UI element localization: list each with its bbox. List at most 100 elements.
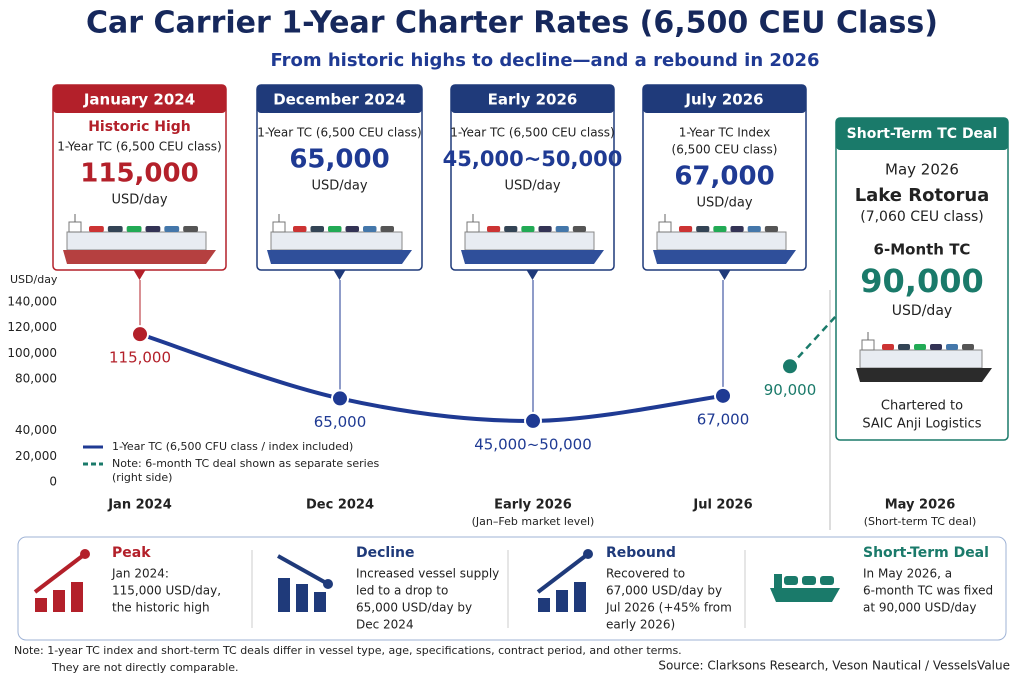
y-tick-label: 80,000: [15, 372, 57, 386]
summary-title: Decline: [356, 545, 414, 561]
card-unit: USD/day: [696, 196, 752, 211]
y-tick-label: 40,000: [15, 423, 57, 437]
icon-bar: [556, 590, 568, 612]
icon-arrow-head: [80, 549, 90, 559]
card-header: [836, 118, 1008, 150]
card-value: 67,000: [674, 162, 774, 192]
x-tick-label: Jan 2024: [107, 498, 172, 513]
deal-value: 90,000: [860, 262, 983, 300]
summary-text: 67,000 USD/day by: [606, 584, 722, 598]
card-unit: USD/day: [504, 179, 560, 194]
summary-text: the historic high: [112, 601, 210, 615]
summary-text: 115,000 USD/day,: [112, 584, 221, 598]
icon-bar: [71, 582, 83, 612]
deal-term: 6-Month TC: [874, 241, 971, 259]
icon-bar: [278, 578, 290, 612]
ship-icon: [267, 214, 412, 264]
card-header: [643, 85, 806, 113]
ship-icon: [653, 214, 796, 264]
summary-text: 65,000 USD/day by: [356, 601, 472, 615]
value-label: 65,000: [314, 413, 367, 431]
x-tick-label: Jul 2026: [692, 498, 752, 513]
ship-hull: [63, 250, 216, 264]
ship-car: [696, 226, 710, 232]
summary-icon: [277, 554, 333, 612]
legend: 1-Year TC (6,500 CFU class / index inclu…: [82, 440, 412, 488]
y-tick-label: 20,000: [15, 449, 57, 463]
subtitle: From historic highs to decline—and a reb…: [270, 50, 819, 71]
ship-car: [555, 226, 569, 232]
ship-deck: [464, 231, 595, 251]
data-point: [524, 411, 542, 430]
ship-icon: [856, 332, 992, 382]
ship-car: [521, 226, 535, 232]
deal-connector: [789, 315, 837, 368]
value-label: 115,000: [109, 349, 171, 367]
ship-car: [107, 226, 123, 232]
ship-car: [145, 226, 161, 232]
icon-arrow-head: [583, 549, 593, 559]
card-unit: USD/day: [111, 193, 167, 208]
card-header-text: December 2024: [273, 91, 406, 109]
ship-car: [126, 226, 142, 232]
ship-car: [747, 226, 761, 232]
card-pointer: [526, 270, 539, 280]
ship-car: [930, 344, 942, 350]
ship-car: [504, 226, 518, 232]
card-header-text: January 2024: [83, 91, 195, 109]
x-tick-note: (Jan–Feb market level): [472, 515, 595, 528]
icon-arrow: [536, 552, 590, 594]
card-subtitle: (6,500 CEU class): [672, 143, 778, 157]
x-tick-label: Dec 2024: [306, 498, 374, 513]
title: Car Carrier 1-Year Charter Rates (6,500 …: [86, 6, 938, 41]
card-subtitle: 1-Year TC Index: [679, 126, 771, 140]
value-label: 90,000: [764, 381, 817, 399]
legend-label: 1-Year TC (6,500 CFU class / index inclu…: [112, 440, 354, 453]
ship-car: [89, 226, 104, 232]
icon-arrow: [33, 552, 87, 594]
card-pointer: [333, 270, 346, 280]
card-header: [257, 85, 422, 113]
ship-bridge: [861, 339, 875, 351]
card-header-text: July 2026: [684, 91, 763, 109]
icon-arrow: [277, 554, 329, 586]
ship-car: [962, 344, 974, 350]
ship-car: [946, 344, 958, 350]
card-header-text: Short-Term TC Deal: [847, 126, 998, 142]
card-unit: USD/day: [311, 179, 367, 194]
ship-car: [730, 226, 744, 232]
summary-icon: [33, 549, 90, 612]
ship-car: [363, 226, 377, 232]
card-value: 115,000: [80, 159, 198, 189]
legend-swatch: [83, 445, 103, 449]
summary-title: Peak: [112, 545, 151, 561]
x-tick-note: (Short-term TC deal): [864, 515, 977, 528]
legend-label: Note: 6-month TC deal shown as separate …: [112, 457, 380, 484]
card-header: [53, 85, 226, 113]
card-header: [451, 85, 614, 113]
data-point: [781, 357, 799, 376]
ship-car: [380, 226, 394, 232]
card-pointer: [133, 270, 146, 280]
deal-date: May 2026: [885, 161, 959, 179]
data-point: [131, 325, 149, 344]
footnote: They are not directly comparable.: [51, 661, 239, 674]
legend-item: Note: 6-month TC deal shown as separate …: [82, 457, 412, 485]
deal-vessel: Lake Rotorua: [855, 185, 990, 206]
y-tick-label: 0: [49, 475, 57, 489]
ship-deck: [859, 349, 983, 369]
summary-icon: [536, 549, 593, 612]
card-pointer: [718, 270, 731, 280]
card-subtitle: 1-Year TC (6,500 CEU class): [257, 126, 421, 140]
y-axis-label: USD/day: [10, 273, 58, 286]
ship-icon: [63, 214, 216, 264]
x-tick-label: May 2026: [885, 498, 956, 513]
ship-car: [882, 344, 894, 350]
ship-car: [572, 226, 586, 232]
data-point: [331, 389, 349, 408]
summary-text: early 2026): [606, 618, 675, 632]
ship-bridge: [68, 221, 82, 233]
ship-car: [538, 226, 552, 232]
legend-item: 1-Year TC (6,500 CFU class / index inclu…: [82, 440, 412, 454]
